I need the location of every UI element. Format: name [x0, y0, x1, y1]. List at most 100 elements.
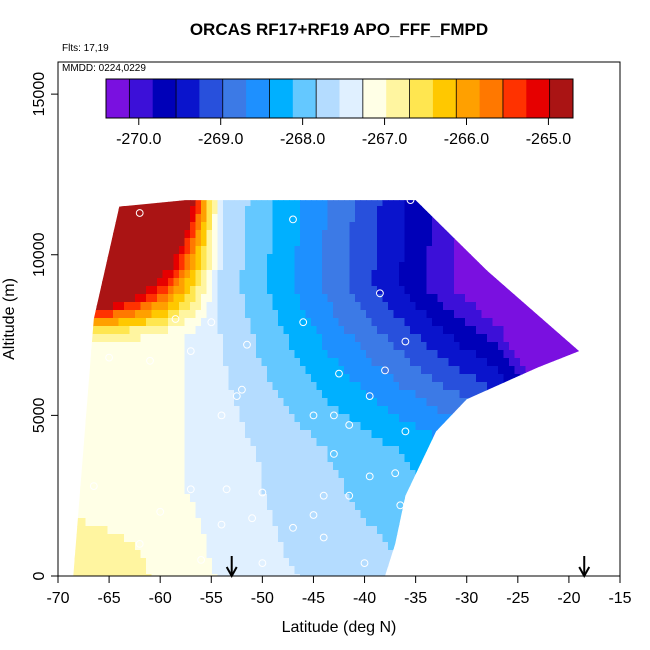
field-cell — [355, 302, 362, 311]
field-cell — [371, 350, 378, 359]
field-cell — [267, 302, 274, 311]
field-cell — [300, 174, 306, 183]
field-cell — [239, 422, 246, 431]
field-cell — [97, 94, 103, 103]
field-cell — [141, 190, 147, 199]
field-cell — [179, 118, 185, 127]
field-cell — [371, 454, 378, 463]
field-cell — [294, 342, 301, 351]
field-cell — [91, 350, 98, 359]
field-cell — [58, 534, 64, 543]
field-cell — [173, 462, 180, 471]
field-cell — [404, 294, 411, 303]
field-cell — [344, 502, 351, 511]
field-cell — [261, 254, 268, 263]
field-cell — [382, 342, 389, 351]
field-cell — [443, 486, 450, 495]
field-cell — [349, 454, 356, 463]
field-cell — [410, 478, 417, 487]
field-cell — [289, 334, 296, 343]
field-cell — [289, 278, 296, 287]
field-cell — [135, 550, 142, 559]
field-cell — [432, 358, 439, 367]
field-cell — [195, 286, 202, 295]
field-cell — [118, 254, 125, 263]
field-cell — [206, 358, 213, 367]
field-cell — [305, 200, 312, 207]
field-cell — [190, 134, 196, 143]
field-cell — [377, 390, 384, 399]
field-cell — [272, 342, 279, 351]
field-cell — [74, 230, 81, 239]
field-cell — [190, 374, 197, 383]
field-cell — [377, 278, 384, 287]
field-cell — [405, 118, 411, 127]
field-cell — [184, 294, 191, 303]
field-cell — [459, 438, 466, 447]
field-cell — [228, 302, 235, 311]
field-cell — [421, 166, 427, 175]
field-cell — [217, 574, 224, 576]
field-cell — [350, 190, 356, 199]
field-cell — [157, 494, 164, 503]
field-cell — [173, 238, 180, 247]
field-cell — [228, 550, 235, 559]
field-cell — [393, 542, 400, 551]
field-cell — [250, 310, 257, 319]
field-cell — [223, 270, 230, 279]
field-cell — [371, 486, 378, 495]
field-cell — [146, 358, 153, 367]
field-cell — [316, 486, 323, 495]
field-cell — [437, 526, 444, 535]
field-cell — [360, 566, 367, 575]
field-cell — [74, 534, 81, 543]
field-cell — [459, 502, 466, 511]
field-cell — [157, 414, 164, 423]
field-cell — [322, 278, 329, 287]
field-cell — [207, 70, 213, 79]
field-cell — [234, 534, 241, 543]
field-cell — [344, 142, 350, 151]
field-cell — [228, 478, 235, 487]
field-cell — [278, 174, 284, 183]
field-cell — [470, 478, 477, 487]
field-cell — [443, 558, 450, 567]
field-cell — [322, 286, 329, 295]
field-cell — [118, 262, 125, 271]
field-cell — [118, 542, 125, 551]
field-cell — [476, 350, 483, 359]
field-cell — [443, 158, 449, 167]
field-cell — [350, 126, 356, 135]
field-cell — [449, 118, 455, 127]
field-cell — [108, 150, 114, 159]
field-cell — [283, 334, 290, 343]
field-cell — [344, 166, 350, 175]
field-cell — [129, 382, 136, 391]
field-cell — [305, 542, 312, 551]
field-cell — [278, 534, 285, 543]
field-cell — [388, 414, 395, 423]
field-cell — [388, 310, 395, 319]
field-cell — [415, 318, 422, 327]
field-cell — [168, 190, 174, 199]
field-cell — [223, 118, 229, 127]
field-cell — [118, 478, 125, 487]
field-cell — [217, 566, 224, 575]
field-cell — [168, 478, 175, 487]
field-cell — [454, 390, 461, 399]
field-cell — [267, 254, 274, 263]
field-cell — [118, 270, 125, 279]
field-cell — [151, 438, 158, 447]
field-cell — [465, 174, 471, 183]
field-cell — [377, 542, 384, 551]
field-cell — [459, 342, 466, 351]
field-cell — [327, 342, 334, 351]
field-cell — [206, 222, 213, 231]
field-cell — [393, 334, 400, 343]
field-cell — [168, 302, 175, 311]
field-cell — [267, 70, 273, 79]
field-cell — [80, 118, 86, 127]
field-cell — [289, 326, 296, 335]
field-cell — [300, 478, 307, 487]
field-cell — [360, 510, 367, 519]
